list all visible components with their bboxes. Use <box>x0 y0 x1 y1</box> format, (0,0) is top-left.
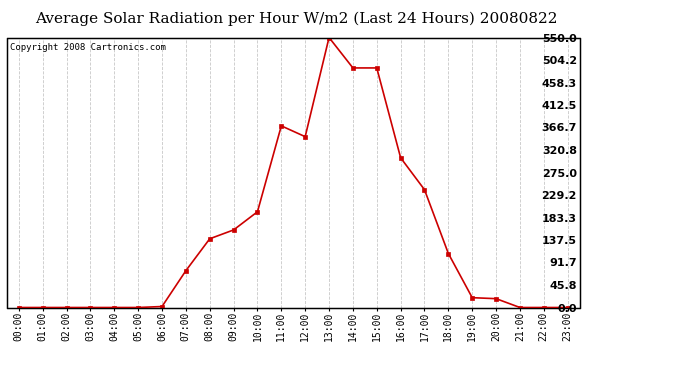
Text: Average Solar Radiation per Hour W/m2 (Last 24 Hours) 20080822: Average Solar Radiation per Hour W/m2 (L… <box>35 11 558 26</box>
Bar <box>7 38 580 308</box>
Text: Copyright 2008 Cartronics.com: Copyright 2008 Cartronics.com <box>10 43 166 52</box>
